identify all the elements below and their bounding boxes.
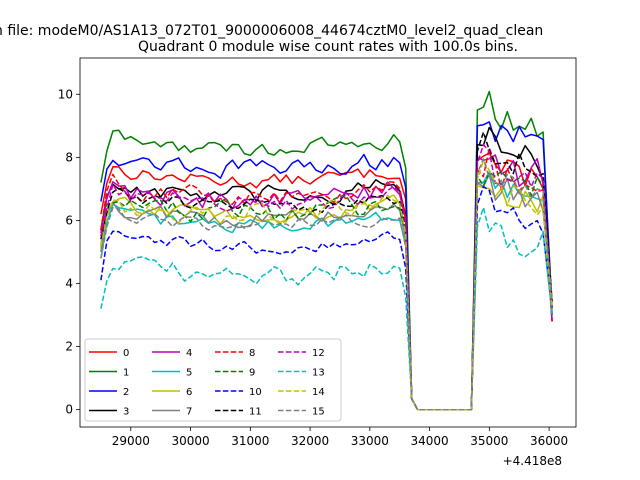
y-tick-label: 4 (65, 277, 73, 291)
legend-label-2: 2 (123, 387, 129, 398)
x-tick-label: 32000 (291, 434, 329, 448)
x-offset-label: +4.418e8 (503, 454, 562, 468)
x-tick-label: 29000 (112, 434, 150, 448)
legend-label-1: 1 (123, 368, 129, 379)
series-line-15 (100, 158, 553, 411)
y-tick-label: 6 (65, 213, 73, 227)
x-tick-label: 35000 (470, 434, 508, 448)
series-line-10 (100, 185, 553, 411)
x-tick-label: 36000 (530, 434, 568, 448)
legend-label-13: 13 (312, 368, 325, 379)
axes-ticks-group: 29000 30000 31000 32000 33000 34000 35000 36000… (58, 87, 568, 448)
series-line-14 (100, 159, 553, 411)
legend-label-6: 6 (186, 387, 192, 398)
legend-label-11: 11 (249, 407, 262, 418)
legend-label-15: 15 (312, 407, 325, 418)
figure-suptitle: n file: modeM0/AS1A13_072T01_9000006008_… (0, 23, 543, 39)
y-tick-label: 0 (65, 403, 73, 417)
x-tick-label: 34000 (410, 434, 448, 448)
legend-label-8: 8 (249, 348, 255, 359)
legend-label-14: 14 (312, 387, 325, 398)
legend-label-4: 4 (186, 348, 192, 359)
plot-frame (79, 57, 577, 428)
legend-label-0: 0 (123, 348, 129, 359)
y-tick-label: 2 (65, 340, 73, 354)
series-line-13 (100, 206, 553, 411)
x-tick-label: 31000 (231, 434, 269, 448)
legend-label-3: 3 (123, 407, 129, 418)
chart-title: Quadrant 0 module wise count rates with … (138, 39, 518, 55)
series-line-11 (100, 131, 553, 411)
series-line-9 (100, 170, 553, 411)
legend-label-5: 5 (186, 368, 192, 379)
x-tick-label: 30000 (171, 434, 209, 448)
x-tick-label: 33000 (351, 434, 389, 448)
legend-label-12: 12 (312, 348, 325, 359)
legend-label-10: 10 (249, 387, 262, 398)
legend-frame (84, 338, 342, 422)
plot-series-group (100, 90, 553, 411)
legend-label-7: 7 (186, 407, 192, 418)
series-line-8 (100, 147, 553, 411)
legend-label-9: 9 (249, 368, 255, 379)
y-tick-label: 8 (65, 150, 73, 164)
y-tick-label: 10 (58, 87, 73, 101)
